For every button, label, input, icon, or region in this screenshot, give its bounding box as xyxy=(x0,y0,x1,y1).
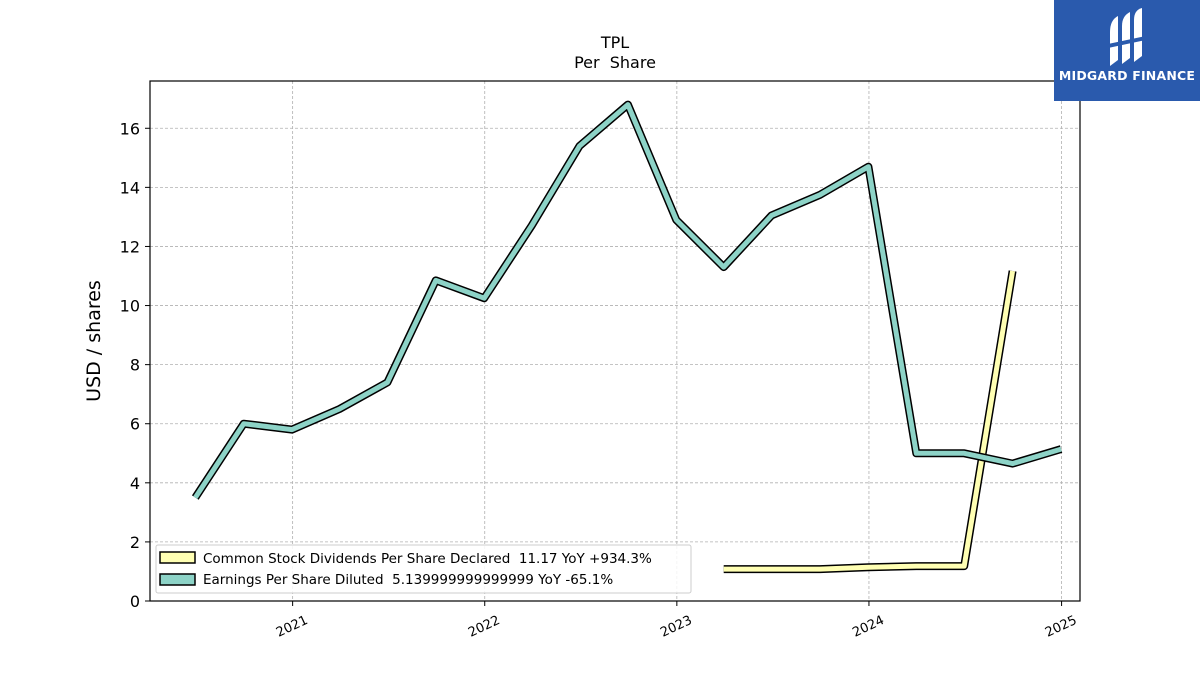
x-tick-label: 2025 xyxy=(1043,613,1079,641)
legend-swatch-eps xyxy=(159,573,196,586)
y-tick-label: 8 xyxy=(130,356,140,375)
series-line-dividends xyxy=(723,270,1016,572)
grid xyxy=(150,81,1080,601)
y-tick-label: 6 xyxy=(130,415,140,434)
x-tick-label: 2024 xyxy=(850,613,886,641)
legend-box xyxy=(155,544,692,594)
series-layer xyxy=(191,100,1063,574)
y-tick-label: 12 xyxy=(120,237,140,256)
x-tick-label: 2022 xyxy=(466,613,502,641)
y-tick-label: 16 xyxy=(120,119,140,138)
y-axis-label: USD / shares xyxy=(83,280,105,402)
y-tick-label: 14 xyxy=(120,178,140,197)
series-outline-eps xyxy=(191,100,1063,500)
y-tick-label: 0 xyxy=(130,592,140,611)
y-tick-label: 4 xyxy=(130,474,140,493)
chart-title: TPL xyxy=(600,33,629,52)
y-tick-label: 2 xyxy=(130,533,140,552)
legend-label-eps: Earnings Per Share Diluted 5.13999999999… xyxy=(203,572,613,588)
series-line-eps xyxy=(193,102,1062,499)
midgard-logo-icon xyxy=(1108,8,1146,66)
chart-subtitle: Per Share xyxy=(574,53,656,72)
brand-logo: MIDGARD FINANCE xyxy=(1054,0,1200,101)
legend-label-dividends: Common Stock Dividends Per Share Declare… xyxy=(203,551,652,567)
x-tick-label: 2023 xyxy=(658,613,694,641)
y-tick-label: 10 xyxy=(120,297,140,316)
legend: Common Stock Dividends Per Share Declare… xyxy=(155,544,692,594)
x-tick-label: 2021 xyxy=(274,613,310,641)
legend-swatch-dividends xyxy=(159,551,196,564)
plot-frame xyxy=(149,80,1081,602)
logo-text: MIDGARD FINANCE xyxy=(1058,68,1196,83)
